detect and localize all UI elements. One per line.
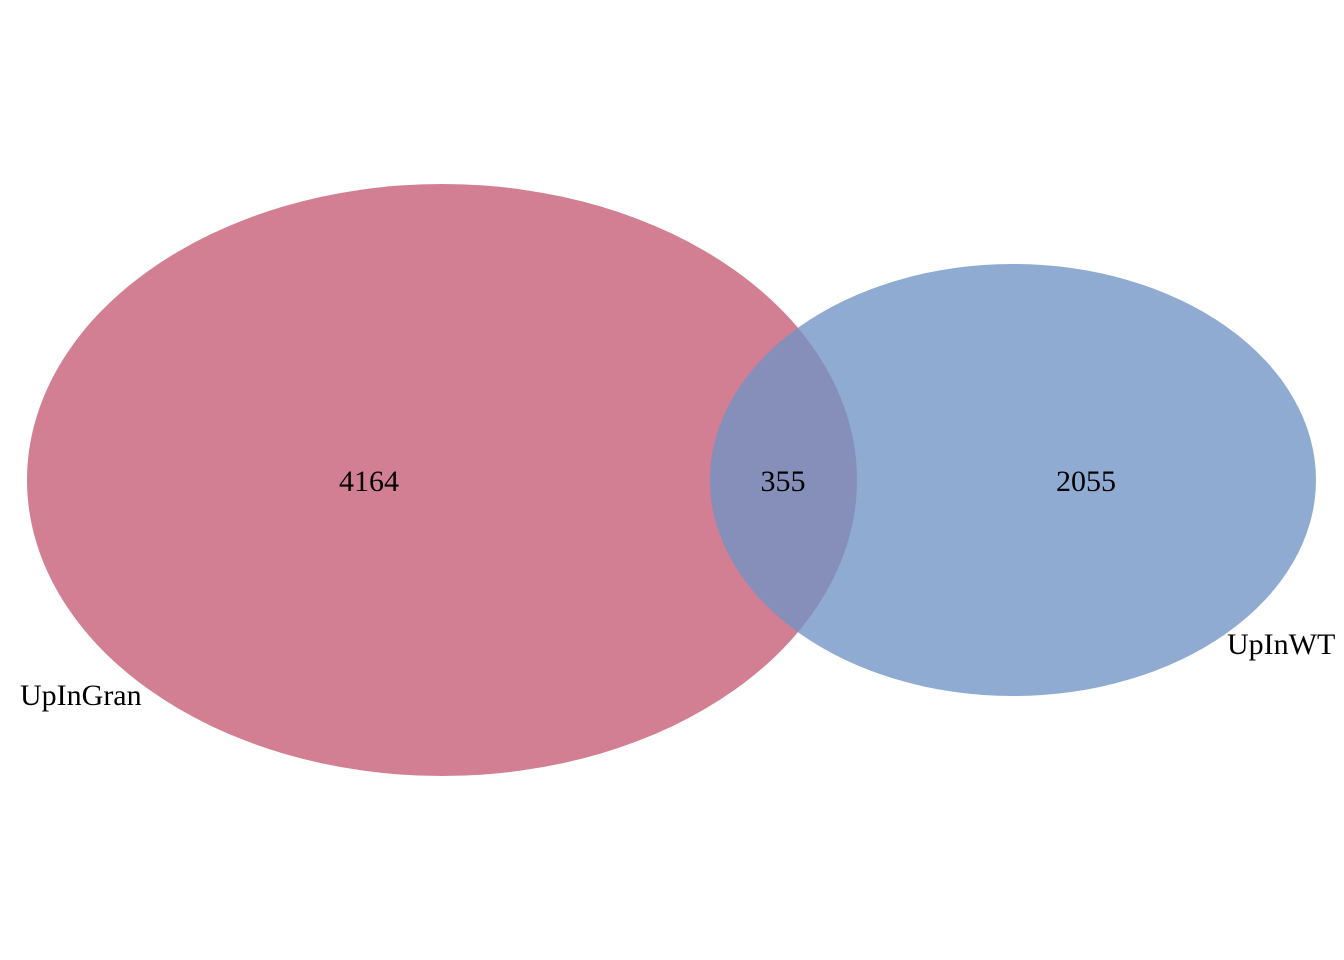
region-upinwt-only-count: 2055: [1056, 465, 1116, 498]
set-upinwt-label: UpInWT: [1227, 628, 1335, 661]
region-intersection-count: 355: [761, 465, 806, 498]
set-upingran-label: UpInGran: [20, 679, 142, 712]
region-upingran-only-count: 4164: [339, 465, 399, 498]
set-upingran-ellipse: [27, 184, 857, 776]
set-upinwt-ellipse: [710, 264, 1316, 696]
